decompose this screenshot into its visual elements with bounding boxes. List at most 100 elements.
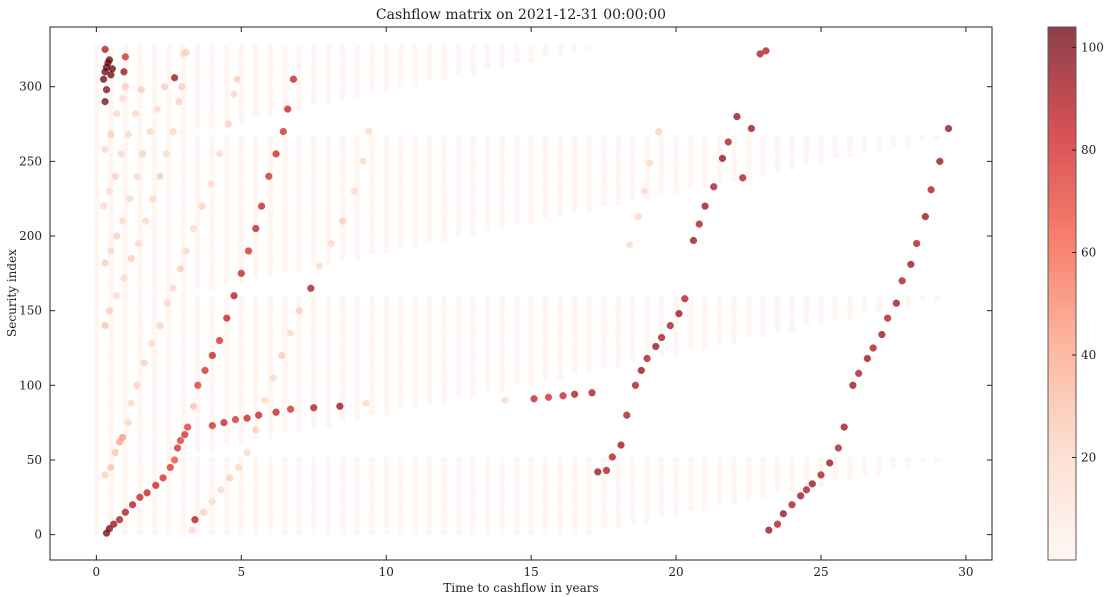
background-point <box>354 301 361 308</box>
background-point <box>643 486 651 494</box>
background-point <box>122 468 129 476</box>
background-point <box>484 528 491 535</box>
background-point <box>774 301 781 308</box>
background-point <box>238 331 245 338</box>
background-point <box>527 170 535 177</box>
background-point <box>267 68 274 75</box>
background-point <box>122 211 129 219</box>
background-point <box>354 528 361 535</box>
background-point <box>383 361 390 368</box>
background-point <box>252 50 259 58</box>
background-point <box>455 194 462 201</box>
background-point <box>209 217 216 225</box>
background-point <box>832 468 839 476</box>
background-point <box>339 349 346 356</box>
background-point <box>238 480 245 488</box>
background-point <box>238 397 245 404</box>
background-point <box>759 134 767 141</box>
background-point <box>136 397 144 404</box>
background-point <box>267 56 274 64</box>
background-point <box>412 170 419 177</box>
background-point <box>643 337 651 344</box>
background-point <box>296 170 303 177</box>
background-point <box>339 44 346 52</box>
background-point <box>296 211 303 219</box>
background-point <box>281 152 288 159</box>
background-point <box>325 259 332 267</box>
background-point <box>368 373 375 380</box>
background-point <box>136 307 144 314</box>
background-point <box>803 146 810 153</box>
background-point <box>440 486 448 494</box>
background-point <box>136 134 144 141</box>
background-point <box>93 104 100 111</box>
background-point <box>556 480 564 488</box>
background-point <box>701 480 709 488</box>
background-point <box>585 301 593 308</box>
data-point <box>115 516 124 524</box>
background-point <box>93 307 100 314</box>
background-point <box>339 391 346 398</box>
background-point <box>368 176 375 183</box>
background-point <box>339 92 346 99</box>
background-point <box>209 277 216 285</box>
background-point <box>354 170 361 177</box>
background-point <box>209 205 216 213</box>
background-point <box>426 50 433 58</box>
background-point <box>122 176 129 183</box>
background-point <box>498 373 506 380</box>
background-point <box>194 492 202 500</box>
background-point <box>252 152 259 159</box>
background-point <box>209 510 216 517</box>
background-point <box>440 146 448 153</box>
background-point <box>426 56 433 64</box>
background-point <box>629 516 636 523</box>
background-point <box>238 486 245 494</box>
background-point <box>209 444 216 452</box>
background-point <box>180 391 187 398</box>
background-point <box>614 361 622 368</box>
background-point <box>267 337 274 344</box>
background-point <box>209 379 216 386</box>
background-point <box>238 194 245 201</box>
background-point <box>716 295 723 302</box>
background-point <box>252 420 259 428</box>
background-point <box>383 44 390 52</box>
background-point <box>498 301 506 308</box>
background-point <box>165 474 173 482</box>
background-point <box>151 140 158 147</box>
background-point <box>440 391 448 398</box>
background-point <box>93 116 100 123</box>
background-point <box>788 486 796 494</box>
background-point <box>861 140 868 147</box>
background-point <box>136 325 144 332</box>
x-tick-label: 10 <box>379 565 394 579</box>
data-points <box>99 45 953 537</box>
background-point <box>238 134 245 141</box>
background-point <box>151 307 158 314</box>
background-point <box>107 164 115 171</box>
background-point <box>774 319 781 326</box>
background-point <box>759 170 767 177</box>
data-point <box>797 492 805 500</box>
data-point <box>675 310 683 318</box>
background-point <box>325 295 332 302</box>
background-point <box>440 325 448 332</box>
background-point <box>368 217 375 225</box>
background-point <box>209 432 216 440</box>
background-point <box>455 522 462 529</box>
background-point <box>252 86 259 93</box>
background-point <box>93 146 100 153</box>
background-point <box>296 56 303 64</box>
background-point <box>296 140 303 147</box>
background-point <box>832 313 839 320</box>
background-point <box>354 414 361 422</box>
background-point <box>846 456 854 464</box>
background-point <box>614 146 622 153</box>
background-point <box>542 474 549 482</box>
background-point <box>469 462 477 470</box>
background-point <box>238 68 245 75</box>
background-point <box>571 313 578 320</box>
background-point <box>165 182 173 189</box>
background-point <box>151 217 158 225</box>
